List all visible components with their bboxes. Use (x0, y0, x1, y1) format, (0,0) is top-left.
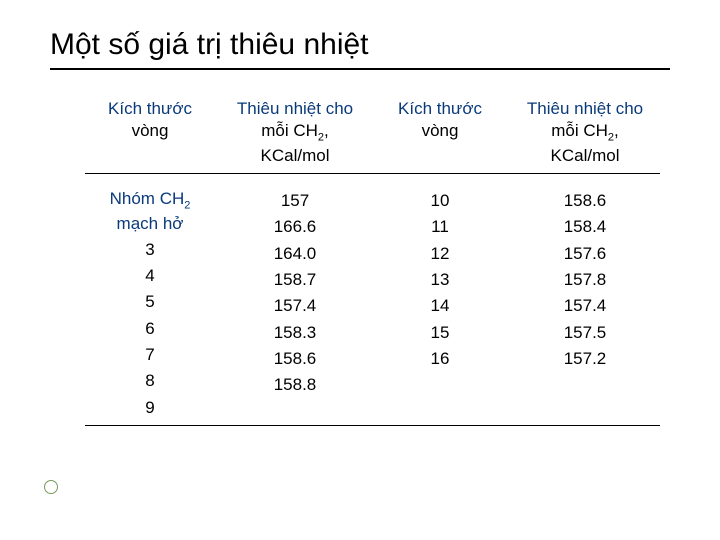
cell: 5 (145, 289, 154, 315)
cell: 10 (431, 188, 450, 214)
header-text: vòng (422, 121, 459, 140)
header-text: , (614, 121, 619, 140)
header-text: vòng (132, 121, 169, 140)
cell: 157.5 (564, 320, 607, 346)
cell: 4 (145, 263, 154, 289)
group-label-text: Nhóm CH (110, 189, 185, 208)
cell: 157.4 (274, 293, 317, 319)
cell: 3 (145, 237, 154, 263)
cell: 7 (145, 342, 154, 368)
cell: 166.6 (274, 214, 317, 240)
cell: 14 (431, 293, 450, 319)
col-header-4: Thiêu nhiệt cho mỗi CH2, KCal/mol (505, 98, 665, 167)
cell: 157 (281, 188, 309, 214)
slide: Một số giá trị thiêu nhiệt Kích thước vò… (0, 0, 720, 426)
cell: 164.0 (274, 241, 317, 267)
group-label: Nhóm CH2 mạch hở (110, 188, 191, 235)
title-row: Một số giá trị thiêu nhiệt (50, 28, 670, 70)
header-text: Kích thước (398, 99, 482, 118)
header-text: KCal/mol (551, 146, 620, 165)
header-text: Thiêu nhiệt cho (237, 99, 353, 118)
col-header-3: Kích thước vòng (375, 98, 505, 167)
bullet-icon (44, 480, 58, 494)
column-2: 157 166.6 164.0 158.7 157.4 158.3 158.6 … (215, 188, 375, 421)
table-body: Nhóm CH2 mạch hở 3 4 5 6 7 8 9 157 166.6… (85, 174, 660, 421)
cell: 12 (431, 241, 450, 267)
cell: 158.8 (274, 372, 317, 398)
cell: 157.2 (564, 346, 607, 372)
column-4: 158.6 158.4 157.6 157.8 157.4 157.5 157.… (505, 188, 665, 421)
col-header-2: Thiêu nhiệt cho mỗi CH2, KCal/mol (215, 98, 375, 167)
col-header-1: Kích thước vòng (85, 98, 215, 167)
cell: 158.3 (274, 320, 317, 346)
cell: 6 (145, 316, 154, 342)
cell: 9 (145, 395, 154, 421)
subscript: 2 (184, 199, 190, 211)
header-text: , (324, 121, 329, 140)
data-table: Kích thước vòng Thiêu nhiệt cho mỗi CH2,… (85, 98, 660, 426)
cell: 8 (145, 368, 154, 394)
cell: 11 (431, 214, 449, 240)
cell: 158.6 (274, 346, 317, 372)
cell: 158.6 (564, 188, 607, 214)
cell: 157.6 (564, 241, 607, 267)
cell: 158.7 (274, 267, 317, 293)
header-text: Thiêu nhiệt cho (527, 99, 643, 118)
cell: 16 (431, 346, 450, 372)
table-header-row: Kích thước vòng Thiêu nhiệt cho mỗi CH2,… (85, 98, 660, 174)
header-text: mỗi CH (261, 121, 318, 140)
header-text: mỗi CH (551, 121, 608, 140)
cell: 157.4 (564, 293, 607, 319)
header-text: Kích thước (108, 99, 192, 118)
group-label-text: mạch hở (117, 214, 184, 233)
header-text: KCal/mol (261, 146, 330, 165)
column-1: Nhóm CH2 mạch hở 3 4 5 6 7 8 9 (85, 188, 215, 421)
cell: 15 (431, 320, 450, 346)
slide-title: Một số giá trị thiêu nhiệt (50, 28, 369, 62)
cell: 13 (431, 267, 450, 293)
cell: 157.8 (564, 267, 607, 293)
cell: 158.4 (564, 214, 607, 240)
column-3: 10 11 12 13 14 15 16 (375, 188, 505, 421)
